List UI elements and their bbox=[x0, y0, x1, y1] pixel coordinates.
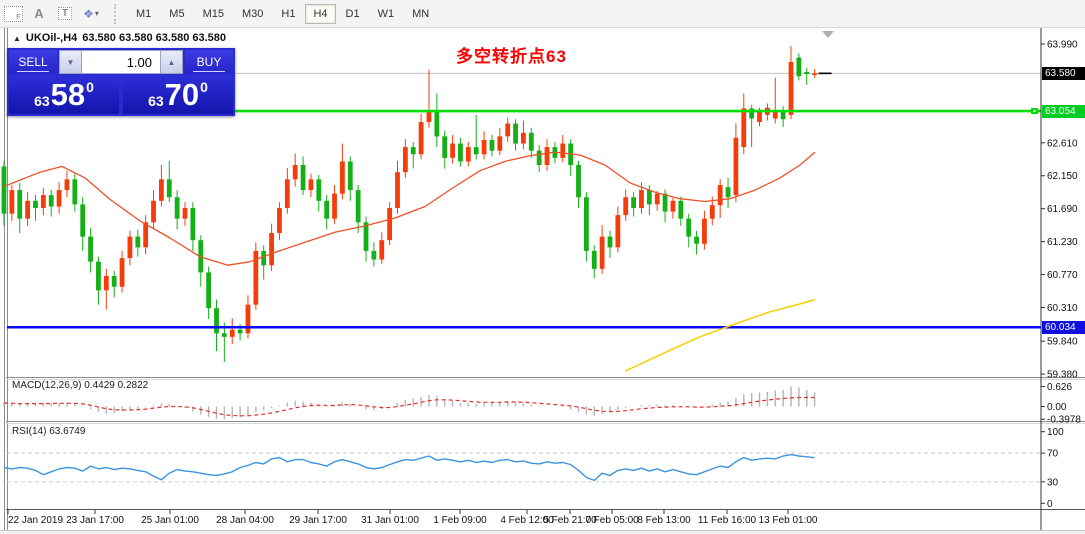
dropdown-caret-icon[interactable]: ▾ bbox=[94, 9, 99, 18]
rsi-tick-label: 70 bbox=[1047, 449, 1059, 460]
resistance-line-badge: 63.054 bbox=[1042, 104, 1085, 118]
time-tick-label: 8 Feb 13:00 bbox=[637, 515, 691, 526]
ma-fast-line bbox=[3, 151, 816, 266]
timeframe-button-W1[interactable]: W1 bbox=[377, 7, 395, 20]
price-tick-label: 61.690 bbox=[1047, 204, 1078, 215]
chart-title: ▲ UKOil-,H4 63.580 63.580 63.580 63.580 bbox=[13, 32, 226, 44]
last-price-badge: 63.580 bbox=[1042, 66, 1085, 80]
timeframe-button-MN[interactable]: MN bbox=[412, 7, 430, 20]
time-tick-label: 7 Feb 05:00 bbox=[585, 515, 639, 526]
timeframe-button-M1[interactable]: M1 bbox=[136, 7, 152, 20]
chart-annotation: 多空转折点63 bbox=[456, 47, 567, 66]
one-click-trading-panel: SELL ▼ 1.00 ▲ BUY 63 58 0 63 70 0 bbox=[7, 48, 235, 116]
price-tick-label: 62.610 bbox=[1047, 138, 1078, 149]
time-tick-label: 1 Feb 09:00 bbox=[433, 515, 487, 526]
toolbar-separator bbox=[114, 3, 121, 24]
support-line-badge: 60.034 bbox=[1042, 320, 1085, 334]
time-tick-label: 28 Jan 04:00 bbox=[216, 515, 274, 526]
rsi-tick-label: 30 bbox=[1047, 477, 1059, 488]
chart-shift-marker-icon[interactable] bbox=[822, 31, 834, 38]
price-tick-label: 60.310 bbox=[1047, 303, 1078, 314]
volume-field[interactable]: 1.00 bbox=[82, 50, 160, 74]
timeframe-button-H4[interactable]: H4 bbox=[305, 3, 336, 24]
time-tick-label: 5 Feb 21:00 bbox=[543, 515, 597, 526]
buy-button[interactable]: BUY bbox=[185, 50, 233, 74]
timeframe-button-H1[interactable]: H1 bbox=[281, 7, 296, 20]
toolbar: F A T ❖ ▾ M1 M5 M15 M30 H1 H4 D1 W1 MN bbox=[0, 0, 1085, 28]
sell-price-display[interactable]: 63 58 0 bbox=[9, 76, 119, 114]
timeframe-button-D1[interactable]: D1 bbox=[345, 7, 360, 20]
volume-decrease-button[interactable]: ▼ bbox=[59, 50, 82, 74]
time-tick-label: 13 Feb 01:00 bbox=[758, 515, 818, 526]
macd-tick-label: -0.3978 bbox=[1047, 415, 1081, 426]
text-box-icon[interactable]: T bbox=[54, 4, 76, 24]
timeframe-button-M15[interactable]: M15 bbox=[202, 7, 224, 20]
symbol-period-label: UKOil-,H4 bbox=[25, 32, 78, 44]
ohlc-quotes-label: 63.580 63.580 63.580 63.580 bbox=[82, 32, 227, 44]
fibo-grid-icon[interactable]: F bbox=[2, 4, 24, 24]
price-tick-label: 59.840 bbox=[1047, 337, 1078, 348]
volume-stepper: ▼ 1.00 ▲ bbox=[59, 50, 183, 74]
rsi-line bbox=[3, 453, 815, 482]
time-tick-label: 29 Jan 17:00 bbox=[289, 515, 347, 526]
volume-increase-button[interactable]: ▲ bbox=[160, 50, 183, 74]
shapes-icon[interactable]: ❖ ▾ bbox=[83, 6, 99, 21]
time-tick-label: 4 Feb 12:00 bbox=[500, 515, 554, 526]
timeframe-bar: M1 M5 M15 M30 H1 H4 D1 W1 MN bbox=[127, 3, 438, 24]
timeframe-button-M5[interactable]: M5 bbox=[169, 7, 185, 20]
time-tick-label: 25 Jan 01:00 bbox=[141, 515, 199, 526]
macd-label: MACD(12,26,9) 0.4429 0.2822 bbox=[12, 380, 149, 391]
text-label-icon[interactable]: A bbox=[34, 6, 44, 21]
price-tick-label: 63.990 bbox=[1047, 40, 1078, 51]
rsi-tick-label: 0 bbox=[1047, 499, 1053, 510]
last-candle bbox=[812, 73, 818, 75]
time-tick-label: 31 Jan 01:00 bbox=[361, 515, 419, 526]
price-tick-label: 60.770 bbox=[1047, 270, 1078, 281]
rsi-tick-label: 100 bbox=[1047, 427, 1064, 438]
macd-signal-line bbox=[3, 396, 815, 417]
window-left-border bbox=[4, 28, 8, 530]
timeframe-button-M30[interactable]: M30 bbox=[241, 7, 264, 20]
buy-price-display[interactable]: 63 70 0 bbox=[123, 76, 233, 114]
sell-button[interactable]: SELL bbox=[9, 50, 57, 74]
time-tick-label: 22 Jan 2019 bbox=[8, 515, 64, 526]
collapse-triangle-icon[interactable]: ▲ bbox=[13, 33, 21, 43]
price-tick-label: 61.230 bbox=[1047, 237, 1078, 248]
time-tick-label: 11 Feb 16:00 bbox=[697, 515, 757, 526]
macd-tick-label: 0.00 bbox=[1047, 402, 1067, 413]
rsi-label: RSI(14) 63.6749 bbox=[12, 426, 86, 437]
time-tick-label: 23 Jan 17:00 bbox=[66, 515, 124, 526]
price-tick-label: 62.150 bbox=[1047, 171, 1078, 182]
ma-slow-line bbox=[624, 298, 816, 372]
price-tick-label: 59.380 bbox=[1047, 370, 1078, 381]
macd-tick-label: 0.626 bbox=[1047, 382, 1072, 393]
